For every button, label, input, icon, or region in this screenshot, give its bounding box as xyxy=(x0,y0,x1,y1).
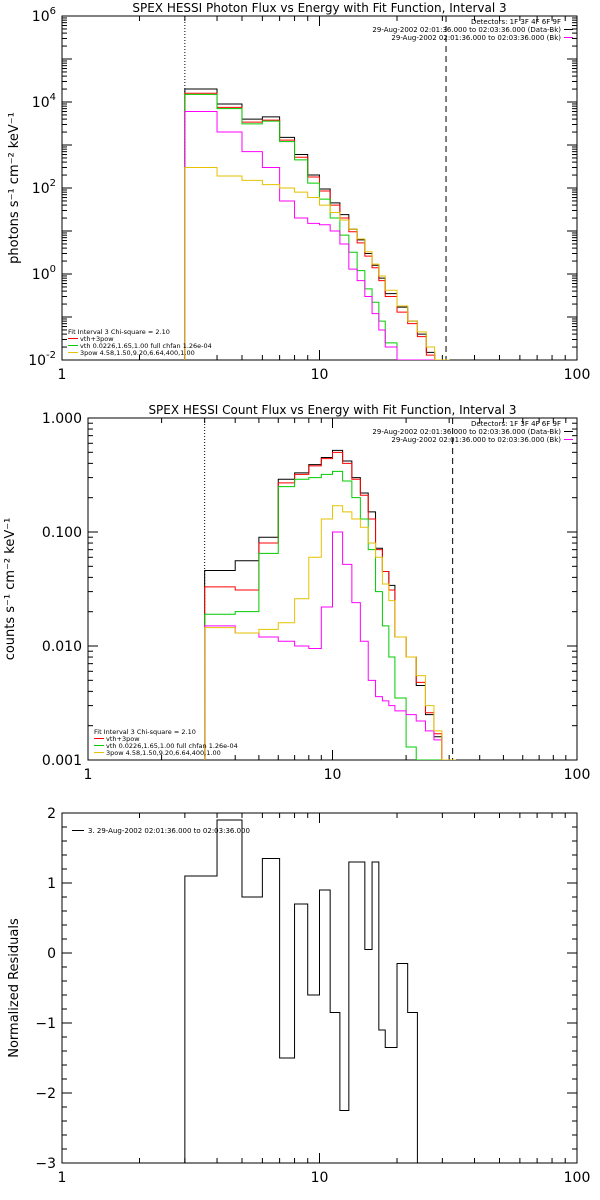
panel2-header-line: Detectors: 1F 3F 4F 6F 9F xyxy=(471,420,561,428)
panel3-xtick-label: 100 xyxy=(564,1170,591,1186)
panel3-ytick-label: 2 xyxy=(47,806,56,822)
panel3-series-1 xyxy=(184,819,418,1163)
panel2: SPEX HESSI Count Flux vs Energy with Fit… xyxy=(3,403,590,783)
panel2-series-5 xyxy=(204,505,457,760)
panel1-ytick-label: 100 xyxy=(32,264,56,283)
panel1-ytick-base: 10 xyxy=(32,95,50,111)
panel1-header-line: 29-Aug-2002 02:01:36.000 to 02:03:36.000… xyxy=(372,26,561,34)
panel1-ytick-exp: 4 xyxy=(50,92,56,103)
panel1-ytick-base: 10 xyxy=(32,181,50,197)
panel3-ytick-label: −2 xyxy=(35,1086,56,1102)
panel1-ytick-exp: 0 xyxy=(50,264,56,275)
panel2-xtick-label: 10 xyxy=(324,767,342,783)
panel2-legend-entry: 3pow 4.58,1.50,9.20,6.64,400,1.00 xyxy=(106,749,221,757)
panel1-ytick-label: 106 xyxy=(32,6,56,25)
panel2-series-4 xyxy=(204,531,450,760)
panel2-ytick-label: 0.100 xyxy=(42,525,82,541)
panel1-ytick-exp: 6 xyxy=(50,6,56,17)
panel2-header-line: 29-Aug-2002 02:01:36.000 to 02:03:36.000… xyxy=(391,436,561,444)
panel1-ytick-label: 102 xyxy=(32,178,56,197)
panel1-series-2 xyxy=(184,92,443,360)
panel2-ytick-label: 0.001 xyxy=(42,753,82,769)
panel1-series-1 xyxy=(184,88,443,360)
panel1-ytick-exp: -2 xyxy=(46,350,56,361)
panel3-ytick-label: 0 xyxy=(47,946,56,962)
panel3-xtick-label: 10 xyxy=(311,1170,329,1186)
panel1-series-group xyxy=(184,88,450,360)
panel1-series-3 xyxy=(184,93,443,360)
panel1-xtick-label: 1 xyxy=(58,367,67,383)
panel1-ylabel: photons s⁻¹ cm⁻² keV⁻¹ xyxy=(7,112,22,264)
panel2-ylabel: counts s⁻¹ cm⁻² keV⁻¹ xyxy=(3,518,18,661)
panel2-xtick-label: 1 xyxy=(84,767,93,783)
panel3-xtick-label: 1 xyxy=(58,1170,67,1186)
panel1-header-line: 29-Aug-2002 02:01:36.000 to 02:03:36.000… xyxy=(391,34,561,42)
panel1-legend-entry: Fit Interval 3 Chi-square = 2.10 xyxy=(68,328,170,336)
panel3-ytick-label: 1 xyxy=(47,876,56,892)
panel1-xtick-label: 10 xyxy=(311,367,329,383)
panel1-ytick-label: 104 xyxy=(32,92,56,111)
panel2-ytick-label: 1.000 xyxy=(42,411,82,427)
panel3: Normalized Residuals 1 10 100 −3 −2 −1 0 1 2 3. 29… xyxy=(7,806,590,1186)
panel2-ytick-label: 0.010 xyxy=(42,639,82,655)
panel1-xtick-label: 100 xyxy=(564,367,591,383)
panel2-legend-entry: vth 0.0226,1.65,1.00 full chfan 1.26e-04 xyxy=(106,742,238,750)
panel1-legend-entry: vth 0.0226,1.65,1.00 full chfan 1.26e-04 xyxy=(80,342,212,350)
panel2-legend-entry: Fit Interval 3 Chi-square = 2.10 xyxy=(94,728,196,736)
panel2-series-group xyxy=(204,449,457,760)
panel1-series-5 xyxy=(184,166,450,360)
panel1-legend-entry: 3pow 4.58,1.50,9.20,6.64,400,1.00 xyxy=(80,349,195,357)
panel2-xtick-label: 100 xyxy=(564,767,591,783)
panel2-legend-entry: vth+3pow xyxy=(106,735,140,743)
panel1-ytick-exp: 2 xyxy=(50,178,56,189)
panel2-series-2 xyxy=(204,451,450,760)
panel3-ytick-label: −3 xyxy=(35,1156,56,1172)
panel1-header-line: Detectors: 1F 3F 4F 6F 9F xyxy=(471,18,561,26)
panel1-title: SPEX HESSI Photon Flux vs Energy with Fi… xyxy=(132,1,506,15)
panel1-series-4 xyxy=(184,111,443,360)
panel3-legend-entry: 3. 29-Aug-2002 02:01:36.000 to 02:03:36.… xyxy=(88,827,250,835)
panel1-ytick-base: 10 xyxy=(32,9,50,25)
panel2-title: SPEX HESSI Count Flux vs Energy with Fit… xyxy=(148,403,516,417)
panel1-ytick-label: 10-2 xyxy=(28,350,56,369)
panel3-ytick-label: −1 xyxy=(35,1016,56,1032)
panel3-ylabel: Normalized Residuals xyxy=(7,918,22,1058)
panel3-series-group xyxy=(184,819,418,1163)
panel2-series-1 xyxy=(204,449,450,760)
panel1-legend-entry: vth+3pow xyxy=(80,335,114,343)
panel2-series-3 xyxy=(204,470,450,760)
panel2-header-line: 29-Aug-2002 02:01:36.000 to 02:03:36.000… xyxy=(372,428,561,436)
panel1-ytick-base: 10 xyxy=(32,267,50,283)
panel1-ytick-base: 10 xyxy=(28,353,46,369)
panel1: SPEX HESSI Photon Flux vs Energy with Fi… xyxy=(7,1,590,383)
